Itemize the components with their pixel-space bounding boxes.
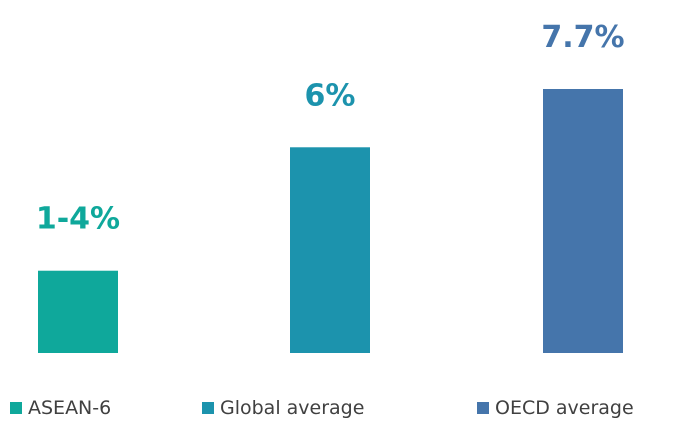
- data-label-oecd-average: 7.7%: [541, 20, 624, 55]
- bars-group: [38, 89, 623, 353]
- data-label-asean-6: 1-4%: [36, 202, 120, 237]
- legend-item-global-average: Global average: [202, 396, 364, 420]
- bar-global-average: [290, 147, 370, 353]
- bar-asean-6: [38, 270, 118, 353]
- legend-swatch-asean-6: [10, 402, 22, 414]
- data-label-global-average: 6%: [305, 78, 356, 113]
- bar-oecd-average: [543, 89, 623, 353]
- legend-swatch-oecd-average: [477, 402, 489, 414]
- data-labels-group: 1-4% 6% 7.7%: [36, 20, 625, 237]
- legend-swatch-global-average: [202, 402, 214, 414]
- legend: ASEAN-6 Global average OECD average: [0, 396, 675, 420]
- legend-item-asean-6: ASEAN-6: [10, 396, 111, 420]
- legend-label-global-average: Global average: [220, 397, 365, 419]
- legend-item-oecd-average: OECD average: [477, 396, 634, 420]
- legend-label-oecd-average: OECD average: [495, 397, 634, 419]
- legend-label-asean-6: ASEAN-6: [28, 397, 112, 419]
